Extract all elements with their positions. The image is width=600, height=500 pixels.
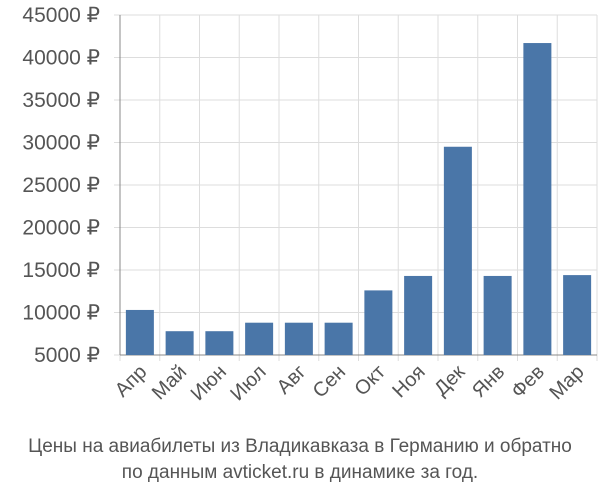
x-tick-label: Июл bbox=[226, 361, 270, 405]
x-tick-label: Ноя bbox=[388, 361, 429, 402]
chart-caption-line1: Цены на авиабилеты из Владикавказа в Гер… bbox=[28, 436, 572, 457]
bar bbox=[125, 309, 154, 355]
bar bbox=[523, 43, 552, 356]
x-tick-label: Сен bbox=[309, 361, 350, 402]
y-tick-label: 35000 ₽ bbox=[22, 89, 100, 112]
bar bbox=[404, 275, 433, 355]
x-tick-label: Окт bbox=[351, 361, 390, 400]
x-tick-label: Дек bbox=[430, 361, 469, 400]
y-tick-label: 5000 ₽ bbox=[34, 344, 100, 367]
x-tick-label: Апр bbox=[111, 361, 152, 402]
chart-caption-line2: по данным avticket.ru в динамике за год. bbox=[121, 462, 479, 483]
x-tick-label: Мар bbox=[545, 361, 588, 404]
bars bbox=[125, 43, 592, 356]
bar bbox=[483, 275, 512, 355]
bar bbox=[245, 322, 274, 355]
bar bbox=[324, 322, 353, 355]
bar bbox=[165, 331, 194, 355]
y-tick-label: 40000 ₽ bbox=[22, 47, 100, 70]
bar bbox=[284, 322, 313, 355]
bar bbox=[205, 331, 234, 355]
bar bbox=[364, 290, 393, 355]
grid-lines bbox=[114, 14, 598, 361]
x-tick-label: Авг bbox=[273, 361, 311, 399]
y-tick-label: 20000 ₽ bbox=[22, 217, 100, 240]
y-tick-label: 15000 ₽ bbox=[22, 259, 100, 282]
y-tick-label: 10000 ₽ bbox=[22, 302, 100, 325]
x-tick-label: Фев bbox=[507, 361, 549, 403]
bar bbox=[443, 146, 472, 355]
x-tick-label: Июн bbox=[187, 361, 231, 405]
x-tick-label: Янв bbox=[468, 361, 509, 402]
y-tick-label: 25000 ₽ bbox=[22, 174, 100, 197]
bar bbox=[563, 275, 592, 355]
y-tick-labels: 5000 ₽ 10000 ₽ 15000 ₽ 20000 ₽ 25000 ₽ 30000 … bbox=[22, 4, 100, 367]
x-tick-label: Май bbox=[148, 361, 191, 404]
y-tick-label: 30000 ₽ bbox=[22, 132, 100, 155]
bar-chart: 5000 ₽ 10000 ₽ 15000 ₽ 20000 ₽ 25000 ₽ 30000 … bbox=[22, 4, 598, 405]
y-tick-label: 45000 ₽ bbox=[22, 4, 100, 27]
axes bbox=[119, 15, 597, 356]
